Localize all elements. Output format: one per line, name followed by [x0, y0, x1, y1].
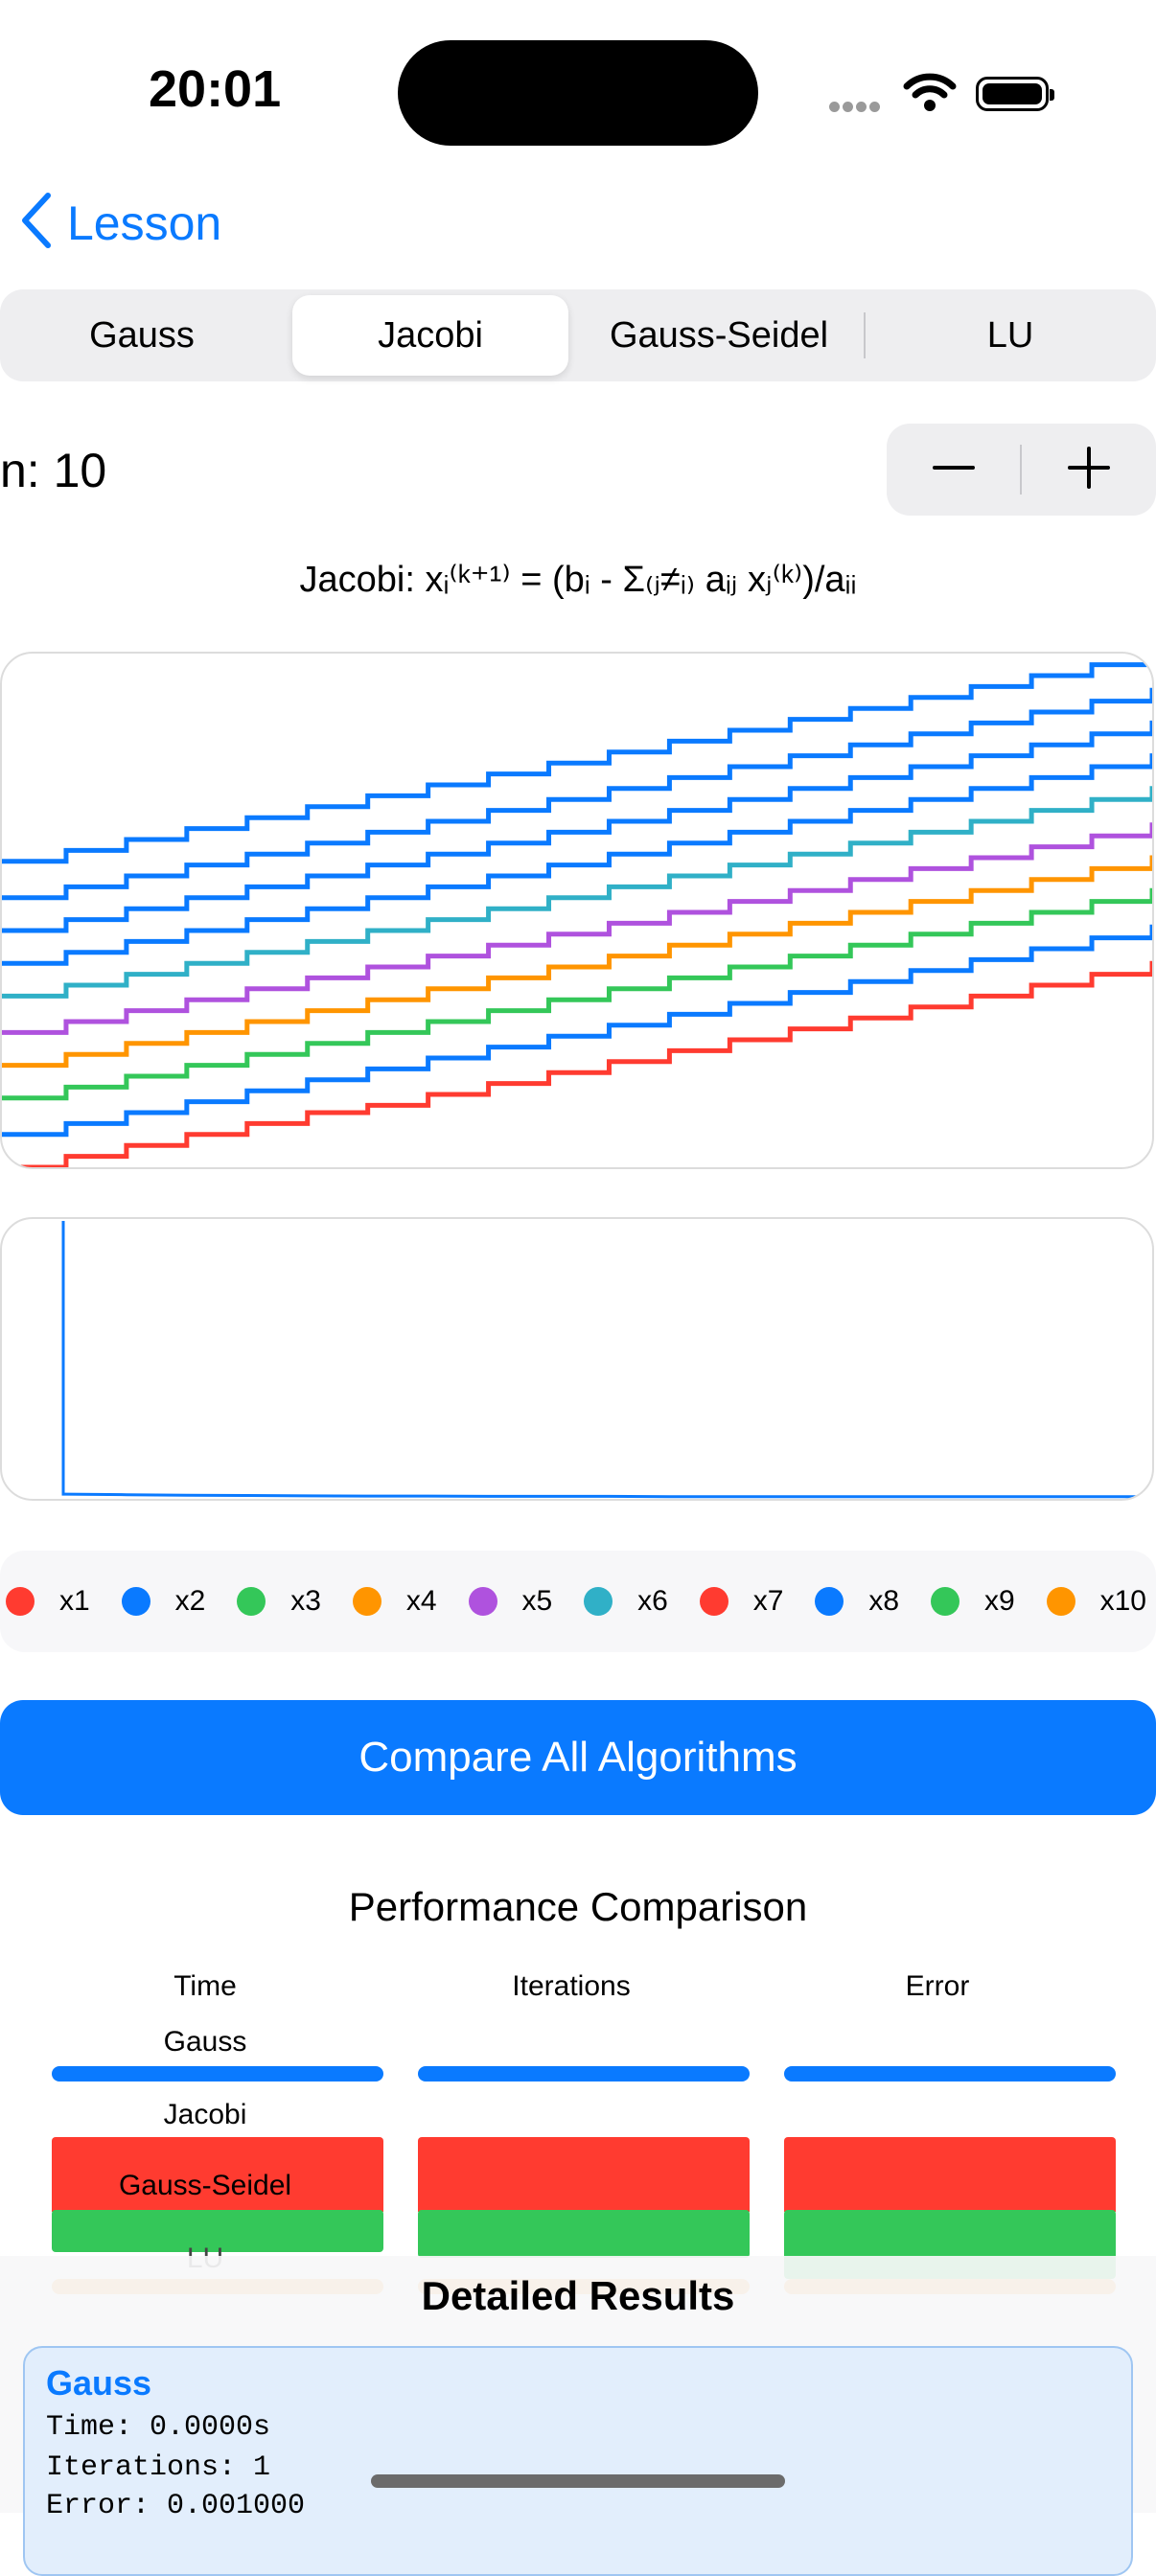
iterations-bar-gauss-seidel [418, 2137, 750, 2212]
chart1-series-10 [2, 654, 1152, 864]
row-label-gauss: Gauss [163, 2026, 247, 2058]
minus-icon [933, 447, 975, 494]
legend-item-x8: x8 [815, 1585, 899, 1618]
legend-item-x4: x4 [352, 1585, 437, 1618]
algorithm-segmented-control: Gauss Jacobi Gauss-Seidel LU [0, 289, 1156, 381]
column-header-iterations: Iterations [512, 1970, 631, 2002]
legend-item-x10: x10 [1046, 1585, 1146, 1618]
error-chart [0, 1217, 1154, 1501]
legend-item-x3: x3 [237, 1585, 321, 1618]
tab-jacobi[interactable]: Jacobi [292, 295, 568, 376]
legend-label: x6 [637, 1585, 668, 1617]
status-time: 20:01 [149, 60, 282, 118]
legend-dot [699, 1587, 728, 1616]
time-bar-gauss-seidel-green [52, 2210, 383, 2252]
chart-legend: x1 x2 x3 x4 x5 x6 x7 x8 x9 x10 [0, 1551, 1156, 1652]
battery-icon [976, 77, 1054, 111]
chart1-series-4 [2, 855, 1152, 1069]
legend-dot [1046, 1587, 1075, 1616]
result-time: Time: 0.0000s [46, 2411, 271, 2444]
legend-item-x1: x1 [6, 1585, 90, 1618]
details-title: Detailed Results [421, 2273, 735, 2318]
legend-dot [6, 1587, 35, 1616]
performance-title: Performance Comparison [348, 1884, 808, 1929]
dynamic-island [398, 40, 758, 146]
chart1-series-6 [2, 786, 1152, 999]
time-bar-gauss [52, 2066, 383, 2082]
cellular-signal-icon [829, 100, 883, 117]
chart1-series-9 [2, 687, 1152, 901]
legend-dot [352, 1587, 381, 1616]
legend-item-x5: x5 [468, 1585, 553, 1618]
error-series-line [61, 1221, 1152, 1499]
chevron-left-icon [19, 192, 52, 254]
decrement-button[interactable] [887, 424, 1021, 516]
legend-label: x9 [984, 1585, 1015, 1617]
tab-lu[interactable]: LU [986, 314, 1034, 356]
matrix-size-label: n: 10 [0, 444, 107, 497]
chart1-series-3 [2, 887, 1152, 1101]
legend-label: x2 [174, 1585, 206, 1617]
solution-chart [0, 652, 1154, 1169]
chart1-series-8 [2, 720, 1152, 933]
legend-dot [815, 1587, 844, 1616]
chart1-series-1 [2, 960, 1152, 1167]
tab-gauss-seidel[interactable]: Gauss-Seidel [609, 314, 829, 356]
legend-label: x3 [290, 1585, 321, 1617]
error-chart-svg [61, 1221, 1152, 1499]
result-error: Error: 0.001000 [46, 2490, 306, 2522]
legend-label: x4 [405, 1585, 437, 1617]
chart1-series-2 [2, 924, 1152, 1138]
method-formula: Jacobi: xᵢ⁽ᵏ⁺¹⁾ = (bᵢ - Σ₍ⱼ≠ᵢ₎ aᵢⱼ xⱼ⁽ᵏ⁾… [299, 560, 857, 600]
iterations-bar-gauss [418, 2066, 750, 2082]
solution-chart-svg [2, 654, 1152, 1167]
back-button[interactable]: Lesson [19, 192, 221, 254]
legend-label: x8 [868, 1585, 900, 1617]
legend-label: x5 [521, 1585, 553, 1617]
size-stepper [887, 424, 1156, 516]
legend-label: x1 [59, 1585, 90, 1617]
increment-button[interactable] [1022, 424, 1156, 516]
legend-dot [468, 1587, 497, 1616]
legend-dot [237, 1587, 266, 1616]
compare-all-button[interactable]: Compare All Algorithms [0, 1700, 1156, 1815]
row-label-jacobi: Jacobi [163, 2099, 247, 2130]
iterations-bar-gauss-seidel-green [418, 2210, 750, 2258]
plus-icon [1068, 446, 1110, 494]
legend-item-x9: x9 [931, 1585, 1015, 1618]
error-bar-gauss [784, 2066, 1116, 2082]
stepper-divider [1020, 445, 1022, 494]
legend-dot [931, 1587, 959, 1616]
back-label: Lesson [67, 196, 222, 250]
legend-item-x2: x2 [121, 1585, 206, 1618]
row-label-gauss-seidel: Gauss-Seidel [118, 2170, 292, 2201]
legend-label: x10 [1099, 1585, 1146, 1617]
time-bar-gauss-seidel [52, 2137, 383, 2212]
home-indicator[interactable] [371, 2474, 785, 2488]
column-header-error: Error [905, 1970, 970, 2002]
tab-gauss[interactable]: Gauss [89, 314, 195, 356]
legend-item-x7: x7 [699, 1585, 784, 1618]
chart1-series-5 [2, 822, 1152, 1035]
legend-dot [584, 1587, 613, 1616]
segment-divider [864, 312, 866, 358]
error-bar-gauss-seidel [784, 2137, 1116, 2212]
chart1-series-7 [2, 753, 1152, 966]
legend-dot [121, 1587, 150, 1616]
legend-label: x7 [752, 1585, 784, 1617]
column-header-time: Time [173, 1970, 237, 2002]
result-name: Gauss [46, 2363, 152, 2403]
legend-item-x6: x6 [584, 1585, 668, 1618]
result-iterations: Iterations: 1 [46, 2451, 271, 2484]
wifi-icon [903, 73, 957, 118]
